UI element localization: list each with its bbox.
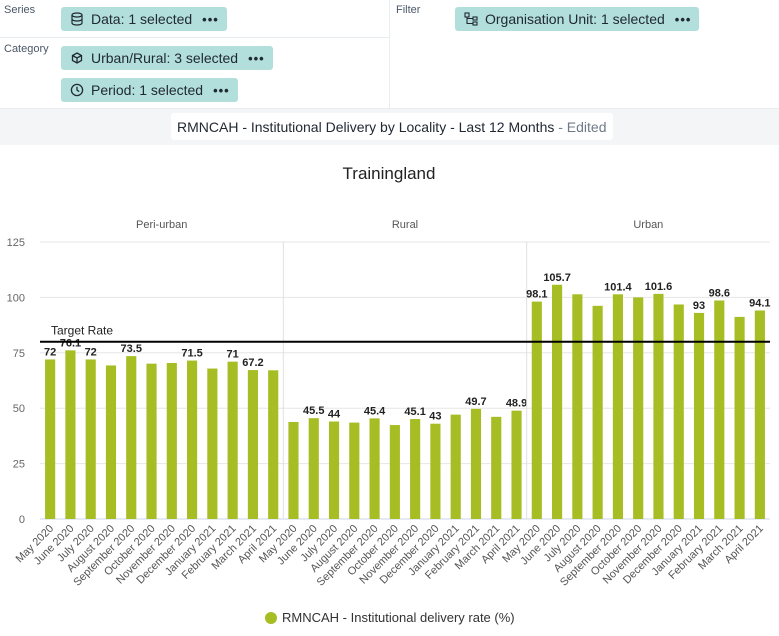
- data-label: 73.5: [121, 343, 142, 355]
- bar: [146, 363, 157, 519]
- cube-icon: [69, 50, 85, 66]
- data-label: 45.5: [303, 405, 324, 417]
- data-dimension-chip[interactable]: Data: 1 selected •••: [61, 7, 227, 31]
- org-unit-chip-more-icon[interactable]: •••: [674, 11, 692, 27]
- chart-title: Trainingland: [343, 164, 436, 183]
- bar: [430, 423, 441, 519]
- period-chip-more-icon[interactable]: •••: [213, 82, 230, 98]
- bar: [531, 301, 542, 519]
- series-axis-label: Series: [4, 4, 36, 16]
- bar: [450, 414, 461, 519]
- bar: [105, 365, 117, 519]
- bar: [673, 304, 684, 519]
- bar: [491, 416, 502, 519]
- bar: [511, 410, 522, 519]
- layout-row-divider: [0, 37, 389, 38]
- bar: [328, 421, 340, 519]
- group-label: Peri-urban: [136, 219, 187, 231]
- y-tick-label: 125: [7, 237, 25, 249]
- group-label: Urban: [633, 219, 663, 231]
- bar: [633, 297, 644, 519]
- y-tick-label: 50: [13, 403, 25, 415]
- filter-axis-label: Filter: [396, 4, 421, 16]
- bar: [754, 310, 765, 519]
- data-label: 72: [85, 346, 97, 358]
- data-label: 105.7: [543, 272, 571, 284]
- data-label: 101.4: [604, 281, 632, 293]
- group-label: Rural: [392, 219, 418, 231]
- bar: [166, 362, 177, 519]
- period-chip-label: Period: 1 selected: [91, 82, 204, 98]
- edited-indicator: - Edited: [558, 118, 607, 135]
- data-label: 49.7: [465, 396, 486, 408]
- data-label: 72: [44, 346, 56, 358]
- database-icon: [69, 11, 85, 27]
- bar: [227, 361, 238, 519]
- bar-chart: Trainingland 0255075100125Peri-urban72Ma…: [7, 164, 771, 625]
- bar: [308, 418, 319, 519]
- org-tree-icon: [463, 11, 479, 27]
- org-unit-dimension-chip[interactable]: Organisation Unit: 1 selected •••: [455, 7, 700, 31]
- layout-column-divider: [389, 0, 390, 108]
- data-label: 94.1: [749, 297, 770, 309]
- data-label: 45.1: [404, 406, 425, 418]
- bar: [572, 294, 583, 519]
- bar: [612, 294, 623, 519]
- bar: [693, 312, 705, 519]
- data-label: 71.5: [181, 348, 202, 360]
- data-label: 45.4: [364, 405, 386, 417]
- data-label: 44: [328, 408, 341, 420]
- bar: [126, 356, 137, 519]
- clock-icon: [69, 82, 85, 98]
- visualization-title[interactable]: RMNCAH - Institutional Delivery by Local…: [171, 113, 613, 140]
- bar: [470, 408, 482, 519]
- bar: [288, 421, 299, 519]
- bar: [268, 370, 279, 519]
- urban-rural-chip-label: Urban/Rural: 3 selected: [91, 50, 239, 66]
- visualization-name: RMNCAH - Institutional Delivery by Local…: [177, 118, 555, 135]
- bar: [552, 284, 563, 519]
- bar: [187, 360, 198, 519]
- org-unit-chip-label: Organisation Unit: 1 selected: [485, 11, 665, 27]
- target-line-label: Target Rate: [51, 324, 113, 338]
- y-tick-label: 75: [13, 348, 25, 360]
- data-label: 93: [693, 300, 705, 312]
- bar: [592, 305, 603, 519]
- data-label: 43: [429, 411, 441, 423]
- data-label: 98.6: [709, 288, 730, 300]
- layout-panel: Series Category Filter Data: 1 selected …: [0, 0, 779, 109]
- y-tick-label: 100: [7, 292, 25, 304]
- urban-rural-dimension-chip[interactable]: Urban/Rural: 3 selected •••: [61, 46, 273, 70]
- legend-marker: [265, 612, 277, 624]
- bar: [207, 368, 218, 519]
- data-label: 98.1: [526, 289, 547, 301]
- bar: [714, 300, 725, 519]
- bar: [369, 418, 380, 519]
- bar: [349, 422, 360, 519]
- data-label: 71: [227, 349, 239, 361]
- bar: [247, 370, 258, 519]
- data-chip-more-icon[interactable]: •••: [202, 11, 219, 27]
- bar: [45, 359, 56, 519]
- category-axis-label: Category: [4, 43, 49, 55]
- data-chip-label: Data: 1 selected: [91, 11, 193, 27]
- data-label: 101.6: [645, 281, 673, 293]
- bar: [653, 293, 664, 519]
- bar: [410, 419, 421, 519]
- data-label: 67.2: [242, 357, 263, 369]
- bar: [734, 316, 745, 519]
- legend-label: RMNCAH - Institutional delivery rate (%): [282, 610, 515, 625]
- data-label: 48.9: [506, 398, 527, 410]
- y-tick-label: 25: [13, 459, 25, 471]
- period-dimension-chip[interactable]: Period: 1 selected •••: [61, 78, 238, 102]
- bar: [85, 359, 96, 519]
- y-tick-label: 0: [19, 514, 25, 526]
- urban-rural-chip-more-icon[interactable]: •••: [248, 50, 265, 66]
- bar: [65, 350, 76, 519]
- data-label: 76.1: [60, 337, 81, 349]
- bar: [389, 425, 400, 519]
